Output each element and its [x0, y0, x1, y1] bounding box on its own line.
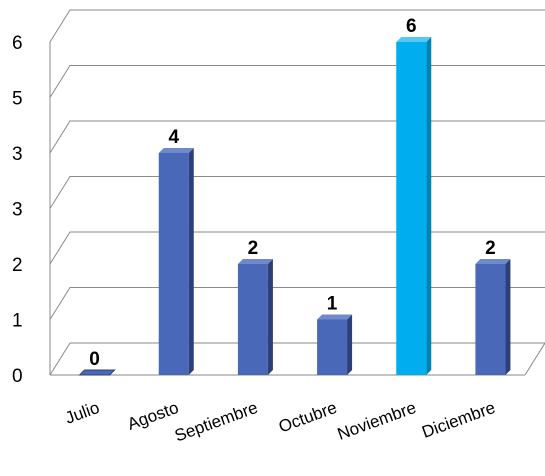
y-tick-label: 1	[12, 311, 23, 332]
bar-front	[396, 42, 427, 375]
bar-front	[475, 264, 506, 375]
bar-front	[317, 319, 348, 375]
bar-side	[426, 37, 432, 375]
y-tick-label: 2	[12, 255, 23, 276]
y-tick-label: 0	[12, 366, 23, 387]
x-category-label: Octubre	[276, 398, 339, 437]
bar-noviembre	[396, 37, 432, 375]
bar-diciembre	[475, 259, 511, 375]
bar-front	[237, 264, 268, 375]
gridline-0	[49, 342, 545, 376]
bar-octubre	[317, 314, 353, 375]
y-tick-label: 3	[12, 144, 23, 165]
y-axis-ticks: 0 1 2 3 3 5 6	[12, 33, 23, 387]
data-label-diciembre: 2	[485, 238, 496, 259]
bar-side	[505, 259, 511, 375]
bar-front	[158, 153, 189, 375]
gridline-4	[49, 120, 545, 154]
data-label-julio: 0	[89, 349, 100, 370]
bar-side	[188, 148, 194, 375]
x-category-label: Noviembre	[335, 398, 419, 444]
chart-grid	[49, 9, 545, 376]
bar-side	[267, 259, 273, 375]
y-tick-label: 5	[12, 89, 23, 110]
bar-top	[317, 314, 353, 320]
gridline-2	[49, 231, 545, 265]
x-category-label: Diciembre	[419, 398, 497, 442]
gridline-5	[49, 65, 545, 98]
bar-agosto	[158, 148, 194, 375]
data-label-agosto: 4	[168, 127, 179, 148]
gridline-3	[49, 176, 545, 209]
data-label-noviembre: 6	[406, 16, 417, 37]
data-label-septiembre: 2	[248, 238, 259, 259]
gridline-6	[49, 9, 545, 43]
bar-top	[475, 259, 511, 264]
bar-top	[78, 369, 116, 376]
y-tick-label: 3	[12, 200, 23, 221]
bar-top	[158, 148, 194, 153]
bar-top	[396, 37, 432, 42]
bar-septiembre	[237, 259, 273, 375]
gridline-1	[49, 287, 545, 320]
bar-side	[347, 314, 353, 375]
data-label-octubre: 1	[327, 294, 338, 315]
bar-julio	[78, 369, 116, 376]
bar-top	[237, 259, 273, 264]
y-tick-label: 6	[12, 33, 23, 54]
floor-right-edge	[524, 342, 545, 376]
data-labels: 0 4 2 1 6 2	[89, 16, 495, 370]
x-category-label: Julio	[63, 398, 102, 428]
x-category-label: Septiembre	[172, 398, 260, 446]
bar-series	[78, 37, 511, 376]
